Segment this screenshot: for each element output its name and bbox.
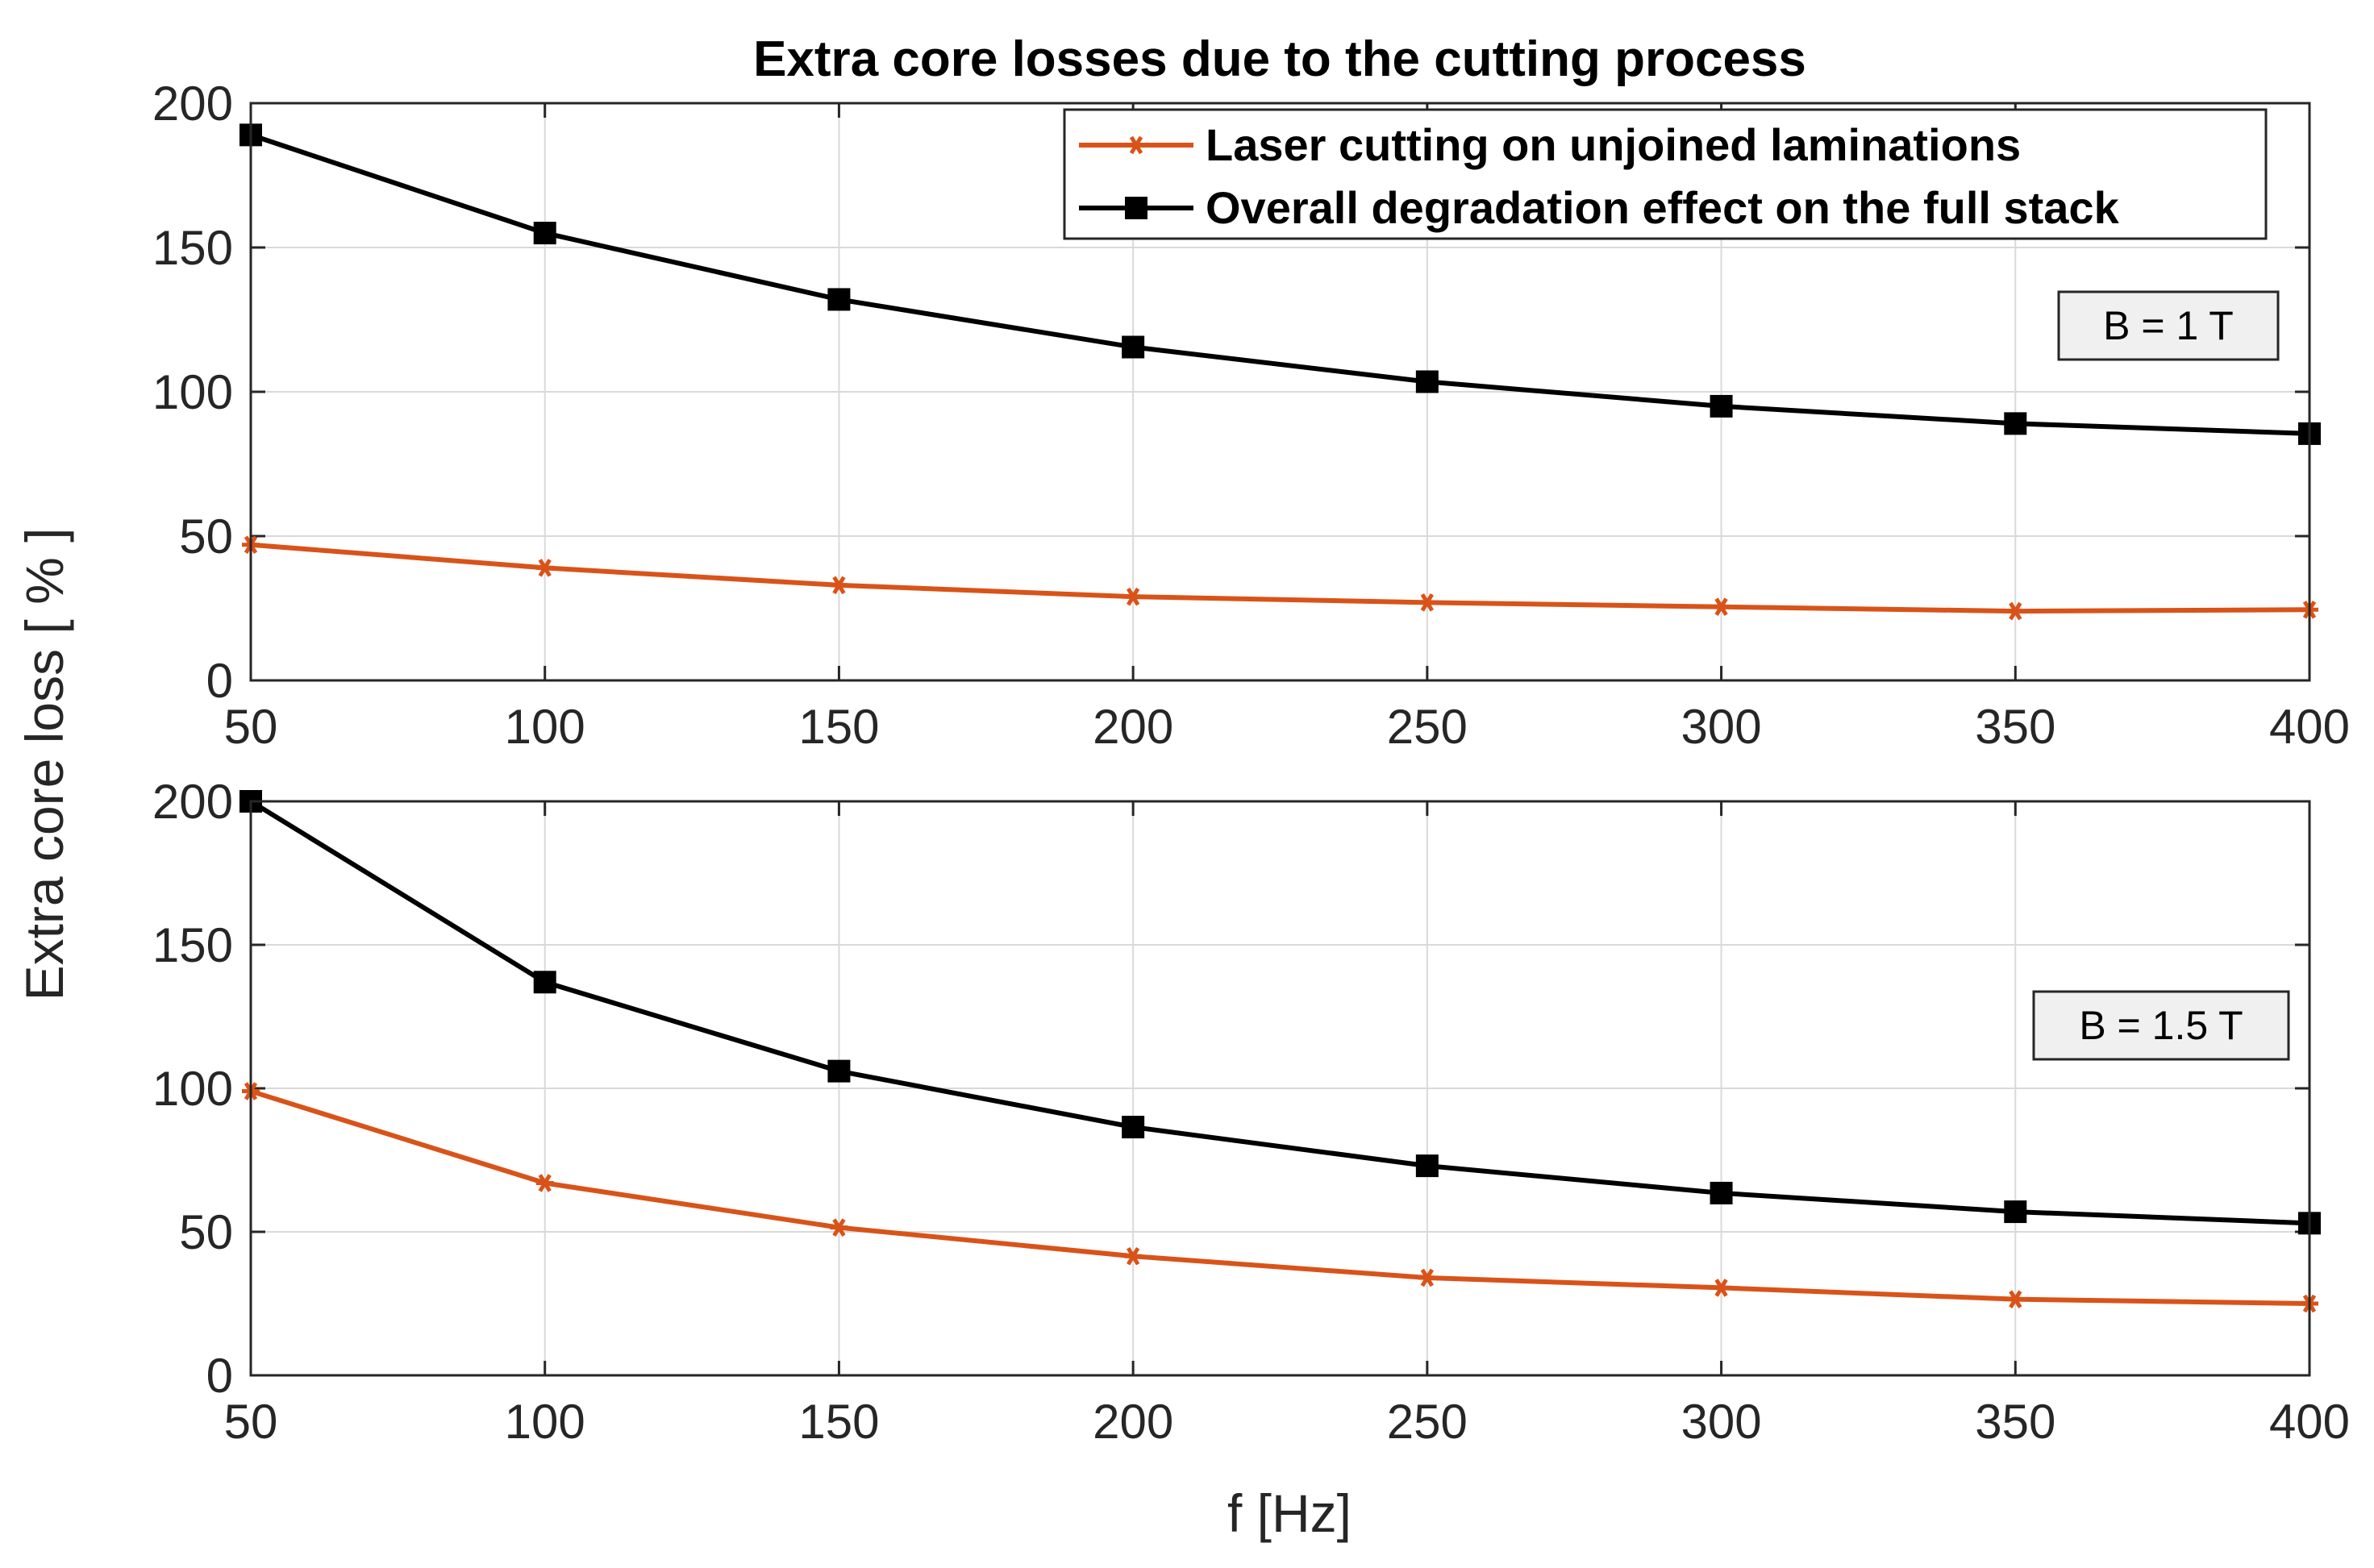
y-tick-label: 100 [152, 1062, 233, 1116]
series-line-laser-cutting [250, 1088, 2310, 1306]
x-tick-label: 50 [224, 1395, 278, 1449]
data-point-overall-degradation [1710, 394, 1733, 418]
x-tick-label: 100 [505, 1395, 585, 1449]
x-tick-label: 250 [1387, 1395, 1468, 1449]
data-point-laser-cutting [535, 559, 554, 577]
y-tick-label: 100 [152, 365, 233, 419]
chart-title: Extra core losses due to the cutting pro… [753, 31, 1806, 87]
annotation-b-1t: B = 1 T [2057, 290, 2280, 361]
annotation-text: B = 1.5 T [2079, 1003, 2243, 1048]
y-tick-label: 200 [152, 77, 233, 131]
data-point-overall-degradation [1415, 370, 1439, 393]
data-point-laser-cutting [1124, 1246, 1143, 1266]
data-point-overall-degradation [827, 1059, 851, 1083]
data-point-overall-degradation [1122, 1116, 1145, 1139]
y-tick-label: 150 [152, 918, 233, 972]
y-tick-label: 50 [179, 1205, 233, 1259]
data-point-overall-degradation [2004, 1200, 2027, 1224]
x-axis-label: f [Hz] [1227, 1483, 1352, 1543]
data-point-overall-degradation [1415, 1154, 1439, 1178]
data-point-overall-degradation [1122, 335, 1145, 359]
x-tick-label: 200 [1093, 700, 1173, 754]
y-tick-label: 50 [179, 509, 233, 564]
annotation-text: B = 1 T [2103, 303, 2234, 348]
x-tick-label: 50 [224, 700, 278, 754]
annotation-b-1-5t: B = 1.5 T [2032, 990, 2290, 1061]
data-point-overall-degradation [533, 971, 556, 994]
top-panel: Extra core losses due to the cutting pro… [152, 31, 2350, 754]
y-tick-label: 150 [152, 221, 233, 275]
bottom-plot-frame [249, 800, 2311, 1377]
y-tick-label: 0 [206, 654, 233, 708]
data-point-overall-degradation [533, 222, 556, 245]
x-tick-label: 150 [798, 1395, 879, 1449]
series-line-overall-degradation [249, 799, 2310, 1226]
y-tick-label: 0 [206, 1349, 233, 1403]
legend-square-marker-icon [1125, 197, 1147, 219]
legend-label-overall-degradation: Overall degradation effect on the full s… [1206, 182, 2120, 233]
series-line-laser-cutting [250, 542, 2310, 614]
data-point-laser-cutting [2006, 601, 2025, 621]
data-point-laser-cutting [1124, 587, 1143, 606]
x-tick-label: 100 [505, 700, 585, 754]
data-point-laser-cutting [1418, 593, 1436, 612]
data-point-overall-degradation [1710, 1181, 1733, 1204]
x-tick-label: 300 [1681, 700, 1762, 754]
data-point-laser-cutting [830, 576, 848, 595]
x-tick-label: 300 [1681, 1395, 1762, 1449]
y-tick-label: 200 [152, 775, 233, 829]
x-tick-label: 150 [798, 700, 879, 754]
data-point-laser-cutting [2006, 1290, 2025, 1308]
top-plot-frame [249, 102, 2311, 682]
legend-entry-overall-degradation: Overall degradation effect on the full s… [1079, 182, 2120, 233]
x-tick-label: 350 [1975, 700, 2055, 754]
legend-label-laser-cutting: Laser cutting on unjoined laminations [1206, 119, 2021, 170]
data-point-overall-degradation [827, 288, 851, 311]
legend: Laser cutting on unjoined laminations Ov… [1063, 108, 2268, 240]
y-axis-label: Extra core loss [ % ] [15, 528, 74, 1001]
x-tick-label: 250 [1387, 700, 1468, 754]
x-tick-label: 400 [2269, 700, 2350, 754]
bottom-gridlines [251, 801, 2309, 1375]
legend-box [1063, 108, 2268, 240]
data-point-laser-cutting [1418, 1268, 1436, 1287]
annotation-box [2057, 290, 2280, 361]
legend-entry-laser-cutting: Laser cutting on unjoined laminations [1079, 119, 2021, 170]
data-point-laser-cutting [535, 1174, 554, 1192]
data-point-laser-cutting [1712, 1279, 1731, 1297]
data-point-overall-degradation [2004, 412, 2027, 435]
series-line-overall-degradation [250, 132, 2310, 436]
x-tick-label: 200 [1093, 1395, 1173, 1449]
x-tick-label: 400 [2269, 1395, 2350, 1449]
data-point-laser-cutting [830, 1218, 848, 1237]
data-point-laser-cutting [1712, 597, 1731, 616]
legend-asterisk-marker-icon [1127, 135, 1145, 155]
annotation-box [2032, 990, 2290, 1061]
x-tick-label: 350 [1975, 1395, 2055, 1449]
